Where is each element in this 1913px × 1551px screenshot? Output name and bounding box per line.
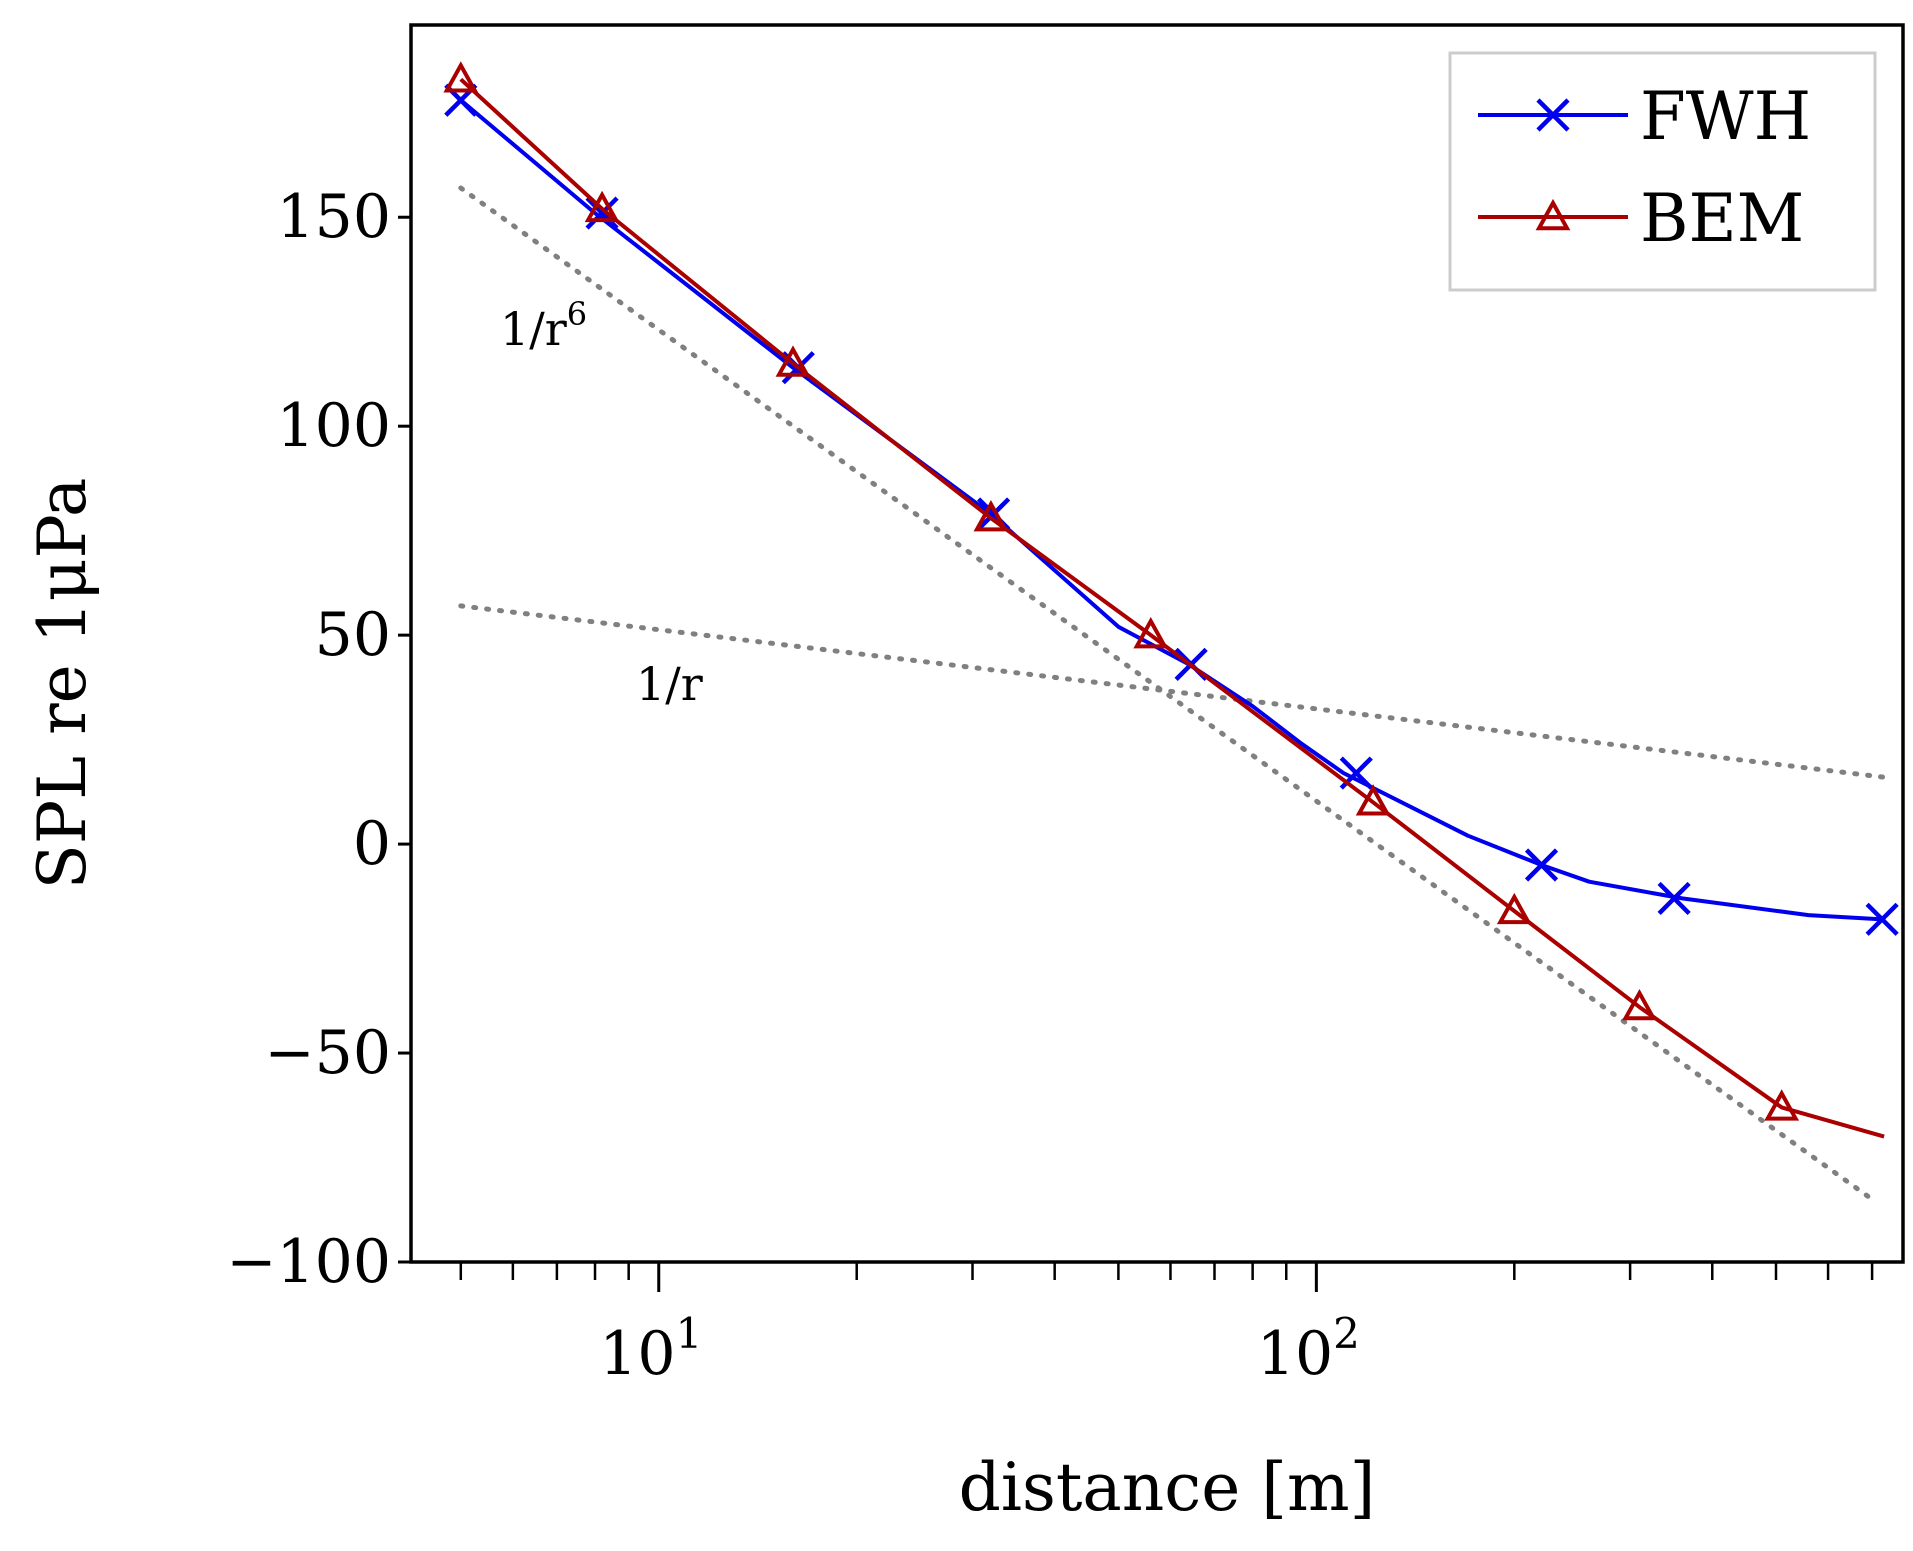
reference-label: 1/r6	[500, 295, 587, 356]
marker-stroke	[977, 497, 1011, 531]
legend: FWH BEM	[1448, 51, 1877, 292]
x-tick-label: 102	[1257, 1309, 1360, 1389]
data-point-fwh	[1657, 881, 1691, 916]
plot-frame	[409, 23, 1905, 1264]
data-point-bem	[1622, 988, 1657, 1021]
marker-stroke	[585, 196, 619, 230]
data-point-bem	[1764, 1089, 1800, 1121]
reference-line	[458, 603, 1887, 780]
legend-label-bem: BEM	[1640, 180, 1804, 257]
data-point-fwh	[1524, 848, 1559, 882]
y-tick-label: −50	[264, 1018, 391, 1088]
marker-stroke	[1536, 98, 1570, 132]
data-point-fwh	[1865, 902, 1899, 936]
reference-lines: 1/r6 1/r	[458, 185, 1887, 1202]
marker-stroke	[1865, 902, 1899, 936]
x-tick-label: 101	[599, 1309, 702, 1389]
data-point-bem	[973, 500, 1009, 532]
data-point-bem	[584, 190, 620, 223]
series-line-bem	[459, 77, 1885, 1139]
marker-stroke	[1657, 881, 1691, 916]
y-tick-label: 150	[276, 182, 391, 252]
y-tick-label: 100	[276, 391, 391, 461]
x-axis-title: distance [m]	[959, 1449, 1376, 1526]
data-point-bem	[775, 345, 811, 377]
y-tick-label: 0	[353, 809, 391, 879]
data-point-bem	[1496, 892, 1532, 925]
reference-line	[458, 185, 1875, 1202]
reference-label: 1/r	[636, 657, 703, 711]
legend-marker-fwh	[1536, 98, 1570, 132]
legend-box	[1448, 51, 1877, 292]
y-axis-title: SPL re 1μPa	[24, 478, 101, 890]
data-point-fwh	[585, 196, 619, 230]
axes: −100 −50 0 50 100 150 101 102	[226, 182, 1874, 1389]
legend-label-fwh: FWH	[1640, 78, 1811, 155]
data-point-bem	[1355, 784, 1391, 816]
y-tick-label: −100	[226, 1227, 391, 1297]
marker-stroke	[1524, 848, 1559, 882]
data-point-bem	[443, 61, 479, 93]
series-layer	[443, 61, 1899, 1139]
legend-marker-bem	[1535, 198, 1571, 231]
y-tick-label: 50	[315, 600, 391, 670]
data-point-bem	[1133, 617, 1169, 649]
